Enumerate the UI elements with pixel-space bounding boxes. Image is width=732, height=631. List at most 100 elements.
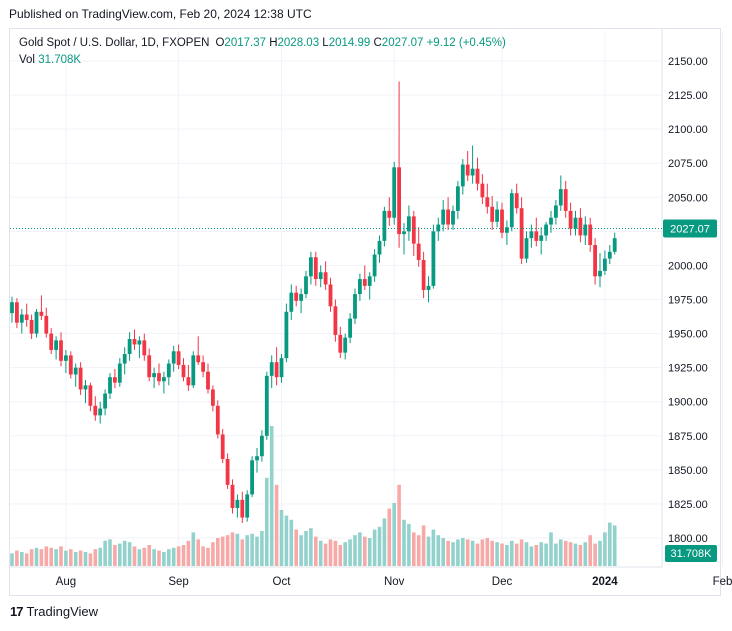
candle-body	[132, 339, 137, 345]
y-tick-label: 1850.00	[668, 465, 708, 477]
candle-body	[44, 315, 49, 334]
candle-body	[446, 209, 450, 225]
candle-body	[524, 238, 529, 259]
candle-body	[475, 168, 480, 184]
volume-bar	[490, 540, 494, 566]
volume-bar	[216, 538, 220, 566]
candle-body	[451, 210, 455, 225]
volume-bar	[333, 540, 338, 566]
volume-bar	[392, 503, 396, 566]
candle-body	[162, 377, 166, 382]
candle-body	[49, 333, 54, 350]
candle-body	[245, 494, 250, 518]
y-tick-label: 1925.00	[668, 363, 708, 375]
candle-body	[338, 334, 343, 353]
open-value: 2017.37	[224, 37, 266, 49]
volume-bar	[250, 533, 254, 566]
candle-body	[39, 311, 44, 316]
volume-bar	[196, 539, 200, 566]
volume-bar	[426, 536, 431, 566]
y-tick-label: 2100.00	[668, 124, 708, 136]
candle-body	[313, 257, 318, 280]
candle-body	[157, 373, 161, 382]
candle-body	[19, 314, 24, 323]
x-tick-label: 2024	[592, 576, 618, 588]
volume-bar	[510, 540, 514, 566]
candle-body	[539, 235, 544, 241]
candle-body	[83, 385, 88, 390]
volume-bar	[299, 535, 303, 566]
candle-body	[441, 209, 446, 225]
volume-bar	[431, 529, 436, 566]
volume-bar	[402, 519, 406, 566]
candle-body	[68, 355, 73, 375]
volume-bar	[519, 539, 524, 566]
candle-body	[186, 377, 191, 386]
volume-bar	[162, 552, 166, 566]
volume-bar	[421, 525, 426, 566]
candle-body	[377, 240, 382, 255]
volume-bar	[583, 542, 588, 566]
x-tick-label: Oct	[273, 576, 292, 588]
candle-body	[176, 351, 181, 365]
volume-bar	[59, 546, 63, 566]
volume-bar	[260, 531, 264, 566]
volume-bar	[539, 542, 543, 566]
volume-bar	[255, 536, 259, 566]
volume-bar	[451, 542, 455, 566]
candle-body	[250, 460, 254, 495]
x-tick-label: Sep	[168, 576, 188, 588]
candle-body	[411, 216, 416, 244]
volume-bar	[544, 543, 548, 566]
volume-bar	[225, 535, 230, 566]
candle-body	[514, 193, 519, 209]
low-label: L	[322, 37, 329, 49]
volume-bar	[382, 518, 387, 566]
candle-body	[402, 231, 406, 235]
candle-body	[264, 375, 269, 436]
close-value: 2027.07	[381, 37, 424, 49]
candle-body	[593, 244, 597, 277]
candle-body	[421, 259, 426, 290]
low-value: 2014.99	[328, 37, 371, 49]
candle-body	[607, 251, 612, 259]
volume-bar	[367, 538, 372, 566]
candle-body	[279, 358, 284, 378]
volume-bar	[157, 550, 161, 566]
footer-brand[interactable]: 17 TradingView	[10, 604, 98, 619]
candle-body	[127, 339, 132, 355]
candle-body	[230, 484, 235, 509]
volume-bar	[500, 543, 504, 566]
candle-body	[260, 435, 264, 457]
candle-body	[108, 377, 112, 394]
candle-body	[358, 279, 362, 295]
candle-body	[181, 364, 186, 378]
volume-bar	[152, 549, 156, 566]
candle-body	[490, 206, 495, 222]
volume-bar	[49, 547, 53, 566]
volume-bar	[318, 540, 323, 566]
volume-bar	[118, 543, 122, 566]
candle-body	[612, 238, 617, 252]
volume-bar	[416, 535, 421, 566]
last-volume-badge	[665, 545, 717, 562]
candle-body	[171, 351, 176, 364]
y-tick-label: 1950.00	[668, 329, 708, 341]
y-tick-label: 1825.00	[668, 499, 708, 511]
candle-body	[598, 270, 602, 277]
candle-body	[24, 314, 29, 320]
volume-bar	[69, 549, 73, 566]
candle-body	[215, 405, 220, 435]
candle-body	[166, 363, 171, 378]
volume-bar	[39, 549, 44, 566]
candle-body	[54, 340, 58, 350]
volume-bar	[456, 539, 460, 566]
volume-bar	[377, 526, 382, 566]
volume-bar	[279, 510, 284, 566]
volume-bar	[529, 546, 534, 566]
volume-bar	[328, 539, 333, 566]
candle-body	[495, 209, 499, 222]
volume-value: 31.708K	[38, 54, 82, 66]
volume-bar	[206, 547, 210, 566]
